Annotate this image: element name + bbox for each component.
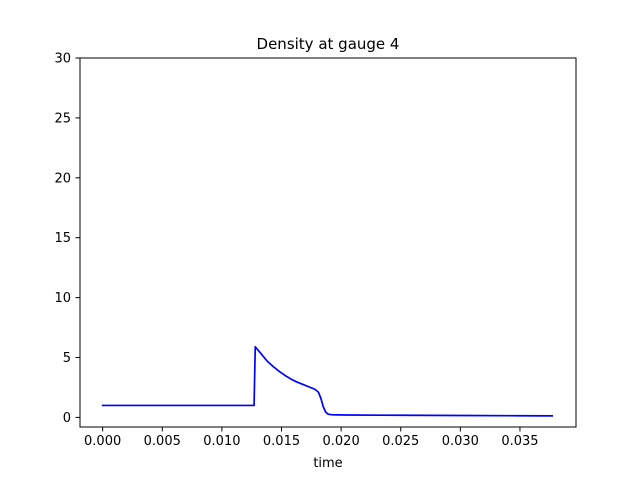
- series-layer: [101, 345, 554, 417]
- y-tick-label: 0: [63, 411, 71, 426]
- x-axis-title: time: [313, 456, 342, 471]
- chart-title: Density at gauge 4: [257, 35, 400, 53]
- x-tick-label: 0.035: [501, 434, 538, 449]
- x-tick-label: 0.015: [263, 434, 300, 449]
- y-tick-label: 5: [63, 351, 71, 366]
- ticks-layer: 0.000 0.005 0.010 0.015 0.020 0.025 0.030 0.035…: [54, 52, 538, 450]
- plot-area: [80, 58, 576, 427]
- x-tick-label: 0.030: [442, 434, 479, 449]
- y-tick-label: 15: [54, 231, 71, 246]
- series-line: [101, 345, 554, 417]
- x-tick-label: 0.000: [84, 434, 121, 449]
- y-tick-label: 30: [54, 52, 71, 67]
- x-tick-label: 0.005: [144, 434, 181, 449]
- x-tick-label: 0.020: [323, 434, 360, 449]
- x-tick-label: 0.010: [203, 434, 240, 449]
- y-tick-label: 10: [54, 291, 71, 306]
- x-tick-label: 0.025: [382, 434, 419, 449]
- plot-frame: [79, 57, 577, 428]
- y-tick-label: 20: [54, 171, 71, 186]
- y-tick-label: 25: [54, 111, 71, 126]
